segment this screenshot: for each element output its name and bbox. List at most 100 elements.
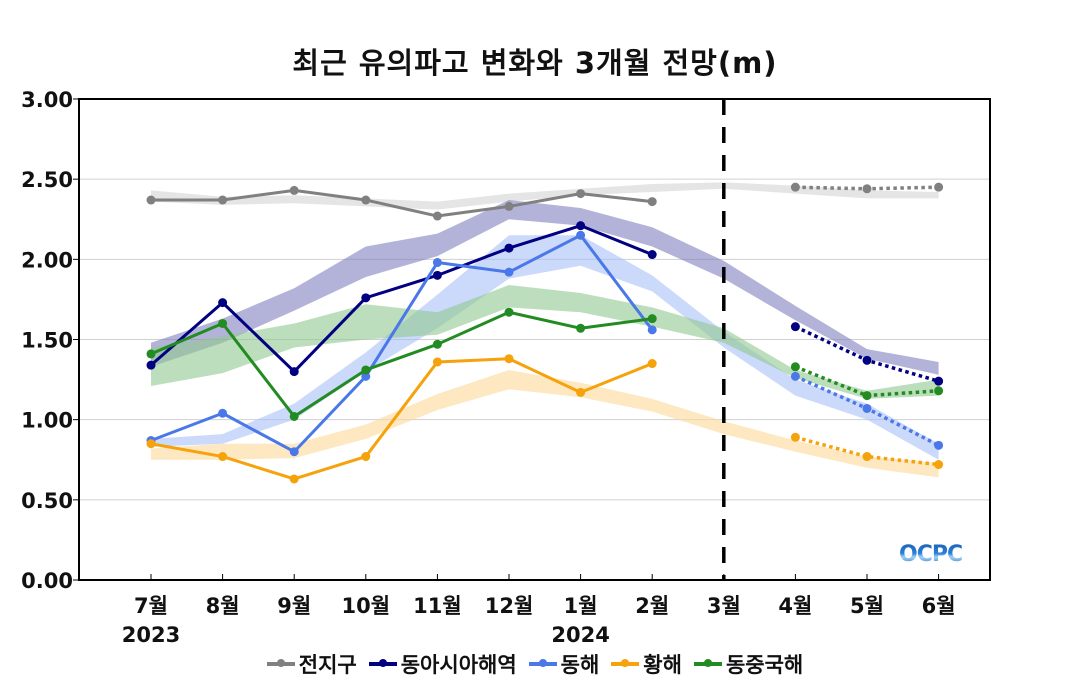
observed-point	[576, 189, 586, 199]
forecast-point	[934, 386, 944, 396]
forecast-point	[862, 403, 872, 413]
forecast-point	[862, 184, 872, 194]
tick-labels: 0.00 0.50 1.00 1.50 2.00 2.50 3.00 7월 8월 9월 10월 11월…	[21, 88, 955, 647]
y-tick-label: 0.50	[21, 489, 73, 513]
series-lines	[146, 182, 944, 484]
observed-point	[504, 201, 514, 211]
legend-label: 동해	[560, 653, 600, 677]
legend-item[interactable]: 동해	[528, 649, 600, 679]
observed-point	[146, 439, 156, 449]
observed-point	[289, 367, 299, 377]
x-tick-label: 9월	[277, 594, 311, 618]
observed-point	[647, 250, 657, 260]
legend-item[interactable]: 전지구	[266, 649, 357, 679]
x-tick-label: 3월	[707, 594, 741, 618]
observed-point	[289, 185, 299, 195]
observed-point	[576, 221, 586, 231]
legend-label: 동중국해	[725, 653, 804, 677]
legend-label: 동아시아해역	[400, 653, 517, 677]
forecast-point	[934, 182, 944, 192]
ocpc-logo: OCPC	[899, 542, 963, 567]
observed-line-2	[150, 233, 654, 454]
observed-point	[576, 387, 586, 397]
observed-line-3	[150, 357, 653, 481]
observed-point	[289, 447, 299, 457]
observed-point	[576, 230, 586, 240]
observed-point	[432, 211, 442, 221]
legend-item[interactable]: 동아시아해역	[368, 649, 517, 679]
x-tick-label: 12월	[485, 594, 534, 618]
observed-point	[361, 365, 371, 375]
forecast-point	[790, 182, 800, 192]
observed-point	[647, 325, 657, 335]
legend-line-marker-icon	[368, 659, 397, 667]
year-label: 2023	[122, 623, 180, 647]
forecast-line-3	[794, 435, 939, 467]
y-tick-label: 0.00	[21, 569, 73, 593]
chart-title: 최근 유의파고 변화와 3개월 전망(m)	[292, 46, 778, 80]
observed-point	[432, 339, 442, 349]
x-tick-label: 4월	[778, 594, 812, 618]
observed-line-4	[150, 310, 653, 418]
plot-frame	[78, 98, 991, 581]
forecast-point	[790, 362, 800, 372]
observed-line-0	[151, 188, 653, 218]
y-tick-label: 3.00	[21, 88, 73, 112]
observed-point	[361, 371, 371, 381]
observed-point	[218, 318, 228, 328]
range-band-3	[151, 369, 939, 478]
forecast-point	[934, 376, 944, 386]
legend-item[interactable]: 황해	[611, 649, 682, 679]
x-tick-label: 10월	[342, 594, 391, 618]
observed-line-1	[150, 224, 653, 374]
y-tick-label: 1.00	[21, 409, 73, 433]
observed-point	[146, 349, 156, 359]
legend: 전지구 동아시아해역 동해 황해 동중국해	[0, 649, 1070, 679]
range-band-4	[151, 284, 939, 399]
observed-point	[361, 195, 371, 205]
y-tick-label: 2.50	[21, 168, 73, 192]
observed-point	[504, 267, 514, 277]
observed-point	[432, 270, 442, 280]
x-tick-label: 7월	[134, 594, 168, 618]
axes	[73, 98, 991, 581]
observed-point	[218, 408, 228, 418]
x-tick-label: 8월	[206, 594, 240, 618]
observed-point	[361, 452, 371, 462]
observed-point	[146, 195, 156, 205]
observed-point	[647, 314, 657, 324]
observed-point	[289, 474, 299, 484]
observed-point	[504, 307, 514, 317]
observed-point	[146, 360, 156, 370]
legend-line-marker-icon	[693, 659, 722, 667]
x-tick-label: 2월	[635, 594, 669, 618]
observed-point	[218, 298, 228, 308]
forecast-point	[862, 355, 872, 365]
observed-point	[576, 323, 586, 333]
x-tick-label: 6월	[922, 594, 956, 618]
range-band-1	[151, 200, 939, 375]
observed-point	[647, 359, 657, 369]
range-band-0	[151, 182, 939, 210]
legend-label: 황해	[643, 653, 682, 677]
observed-point	[218, 452, 228, 462]
observed-point	[647, 197, 657, 207]
observed-point	[504, 354, 514, 364]
forecast-point	[934, 440, 944, 450]
x-tick-label: 5월	[850, 594, 884, 618]
observed-point	[289, 411, 299, 421]
y-tick-label: 2.00	[21, 248, 73, 272]
legend-line-marker-icon	[611, 659, 640, 667]
forecast-point	[862, 391, 872, 401]
legend-item[interactable]: 동중국해	[693, 649, 804, 679]
observed-point	[432, 258, 442, 268]
x-tick-label: 11월	[413, 594, 462, 618]
observed-point	[504, 243, 514, 253]
forecast-point	[790, 432, 800, 442]
forecast-point	[862, 452, 872, 462]
legend-line-marker-icon	[266, 659, 295, 667]
year-label: 2024	[551, 623, 609, 647]
observed-point	[432, 357, 442, 367]
range-band-2	[151, 235, 939, 460]
